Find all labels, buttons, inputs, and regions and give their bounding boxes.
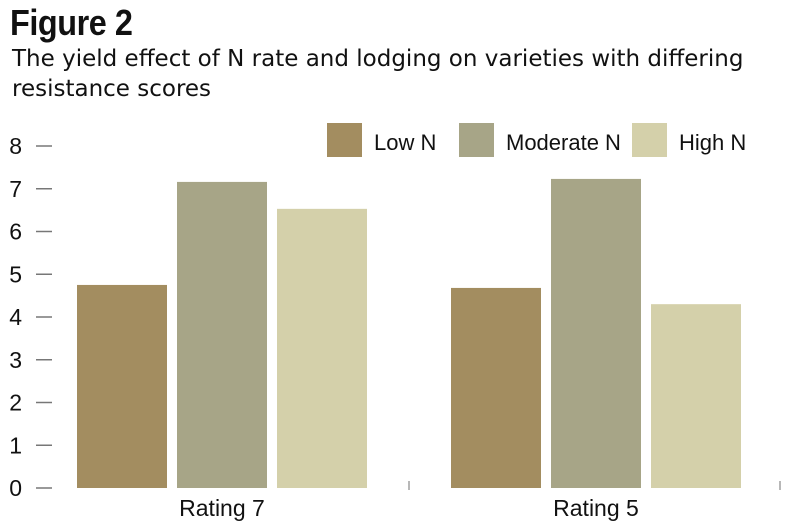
legend-swatch-high-n: [632, 123, 667, 157]
y-tick-label: 4: [9, 304, 22, 330]
figure-title: Figure 2: [10, 2, 133, 43]
legend-swatch-low-n: [327, 123, 362, 157]
x-category-label: Rating 5: [553, 495, 639, 521]
y-tick-label: 8: [9, 133, 22, 159]
bar-moderate-n-rating-7: [177, 181, 267, 488]
y-tick-label: 1: [9, 432, 22, 458]
bar-moderate-n-rating-5: [551, 178, 641, 489]
y-tick-label: 3: [9, 347, 22, 373]
y-tick-label: 6: [9, 219, 22, 245]
legend-swatch-moderate-n: [459, 123, 494, 157]
bar-high-n-rating-5: [651, 304, 741, 488]
legend-label: High N: [679, 130, 746, 155]
y-tick-label: 0: [9, 475, 22, 501]
bar-low-n-rating-7: [77, 284, 167, 488]
bar-high-n-rating-7: [277, 208, 367, 488]
x-category-label: Rating 7: [179, 495, 265, 521]
bar-low-n-rating-5: [451, 287, 541, 488]
legend-label: Moderate N: [506, 130, 621, 155]
y-tick-label: 2: [9, 390, 22, 416]
legend-label: Low N: [374, 130, 436, 155]
y-tick-label: 5: [9, 261, 22, 287]
chart-subtitle: The yield effect of N rate and lodging o…: [12, 46, 744, 102]
y-tick-label: 7: [9, 176, 22, 202]
